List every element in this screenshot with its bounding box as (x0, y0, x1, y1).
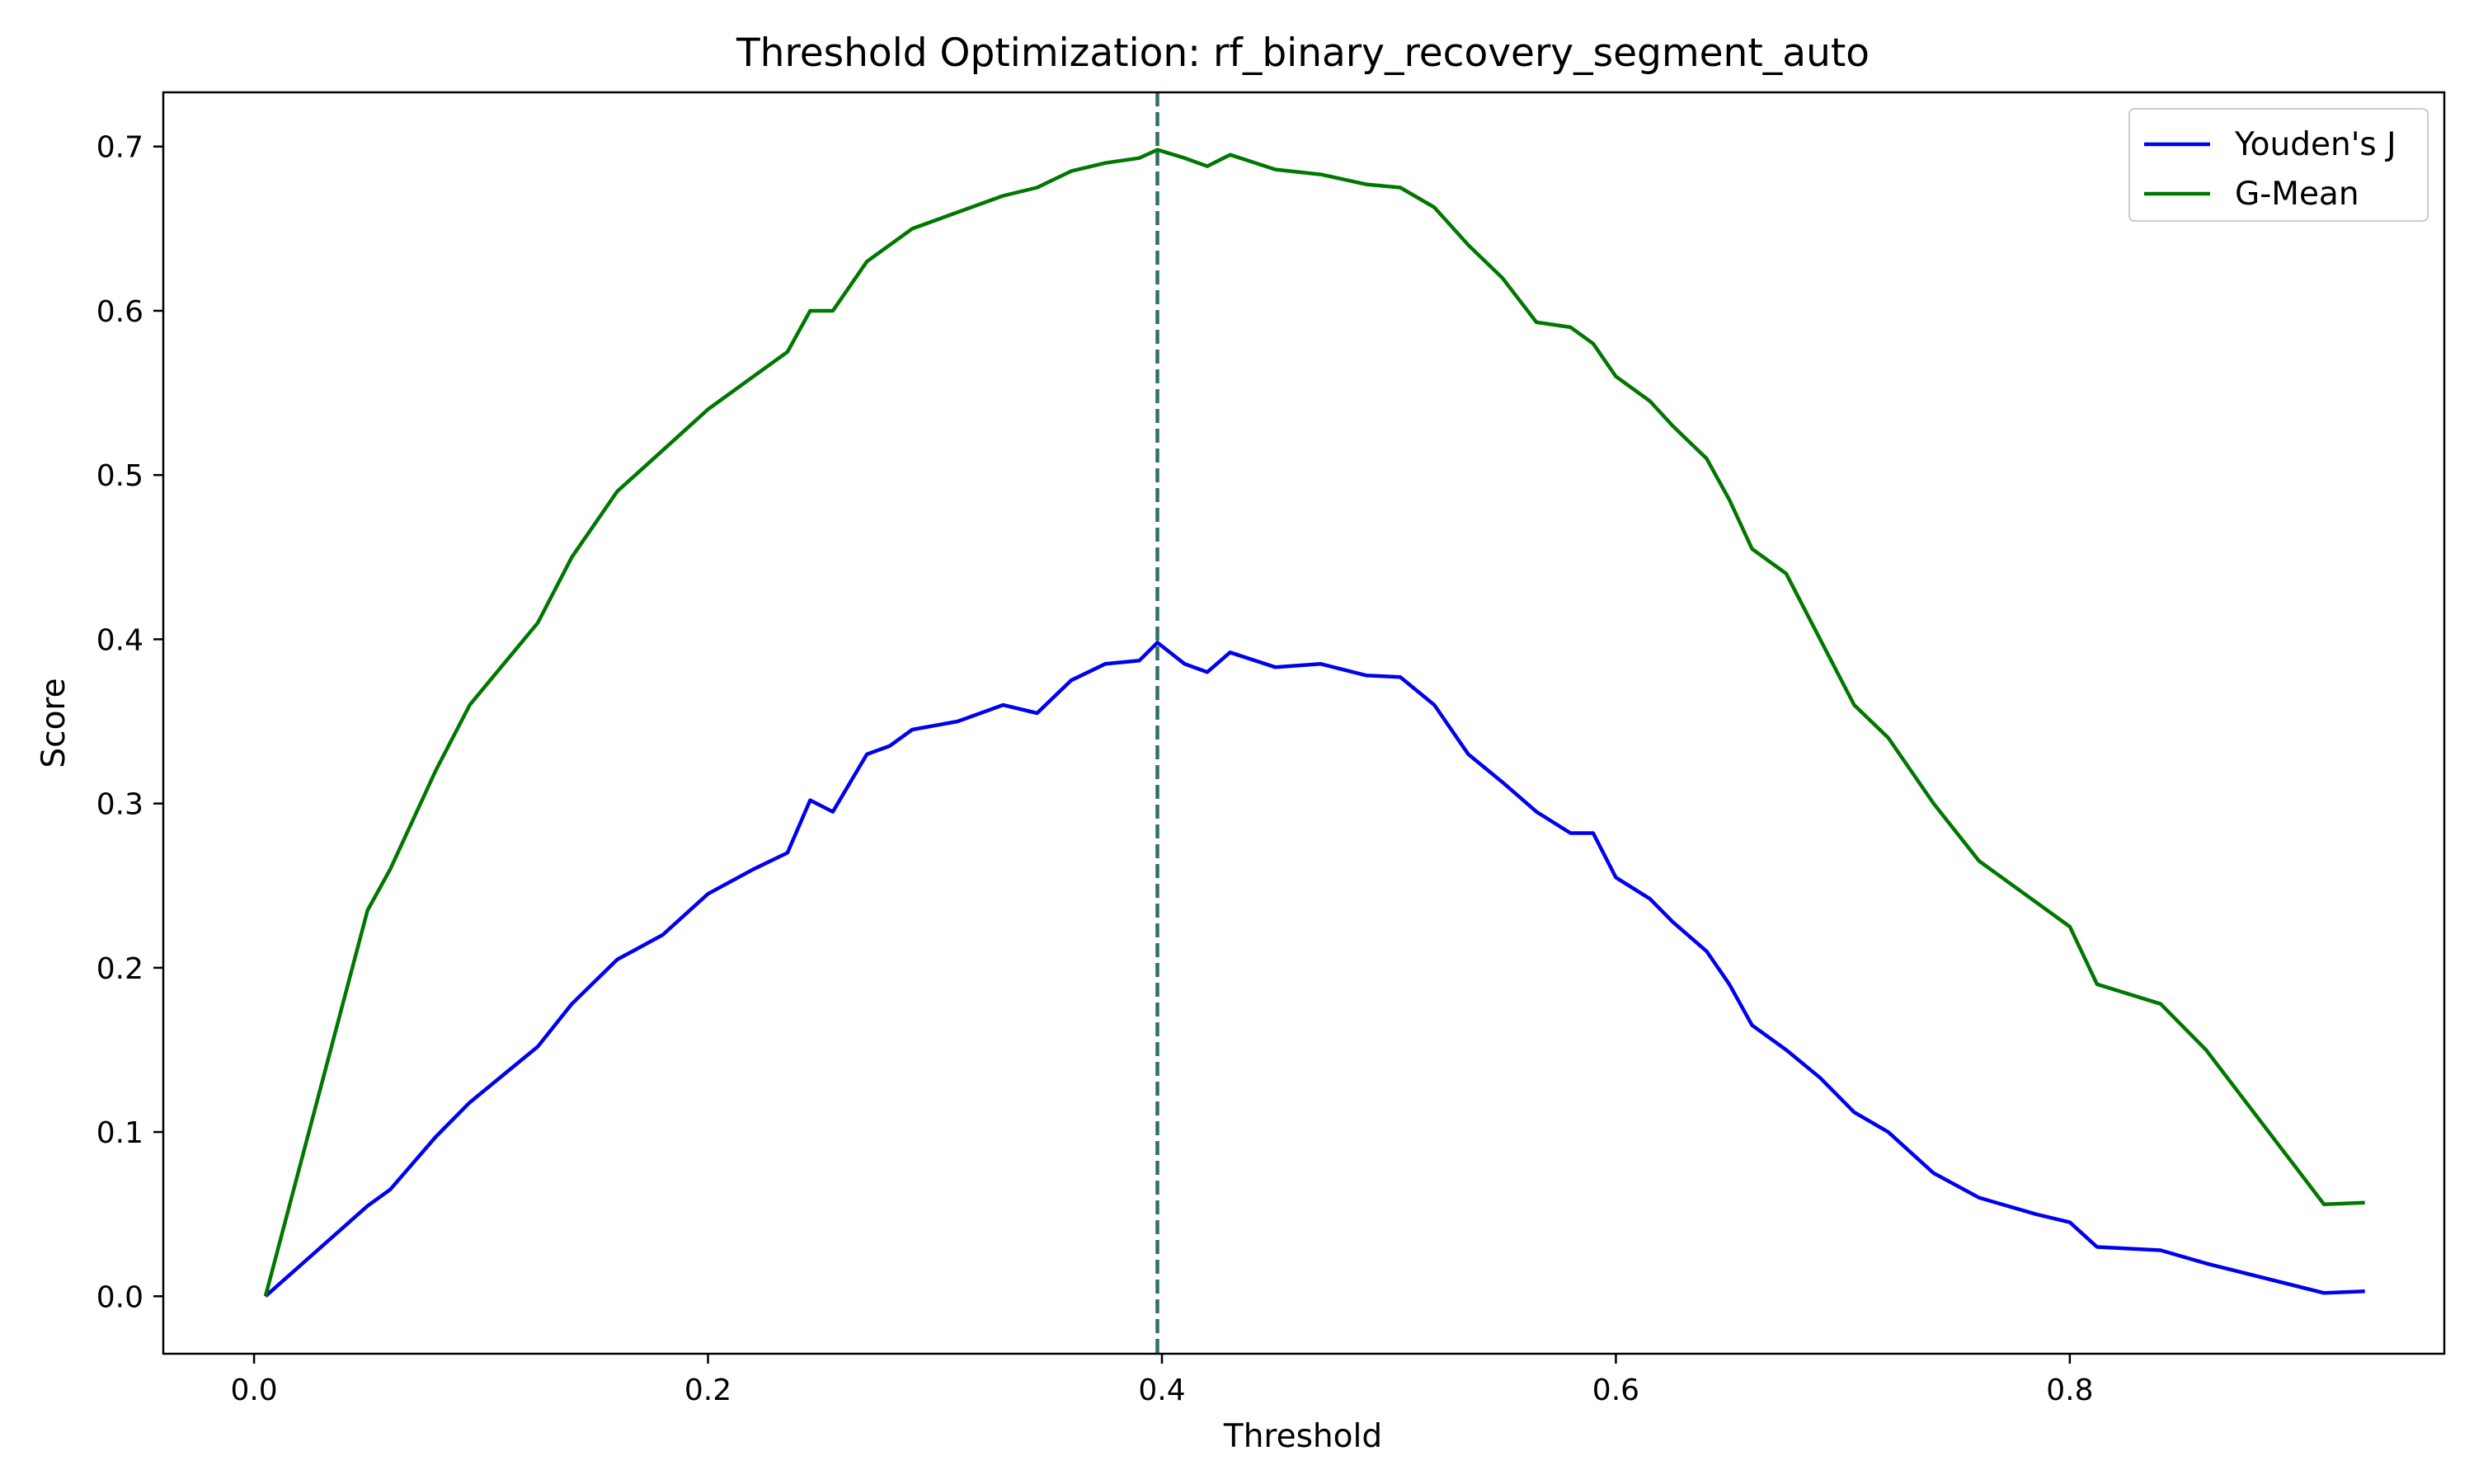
legend-label-1: G-Mean (2235, 176, 2359, 213)
y-tick-label: 0.0 (96, 1280, 143, 1314)
y-axis-label: Score (35, 678, 73, 768)
legend-label-0: Youden's J (2234, 126, 2396, 163)
y-tick-label: 0.1 (96, 1116, 143, 1150)
axes-layer: 0.0 0.2 0.4 0.6 0.8 0.0 0.1 0.2 0.3 0.4 0.5 0.6 0.7 (96, 91, 2446, 1407)
x-tick-label: 0.0 (230, 1374, 277, 1407)
x-tick-label: 0.2 (684, 1374, 731, 1407)
y-tick-label: 0.4 (96, 623, 143, 657)
x-tick-label: 0.8 (2046, 1374, 2093, 1407)
legend: Youden's J G-Mean (2128, 108, 2429, 222)
x-tick-label: 0.6 (1592, 1374, 1639, 1407)
chart-title: Threshold Optimization: rf_binary_recove… (736, 31, 1870, 76)
plot-frame (162, 91, 2446, 1355)
plot-layer (263, 92, 2365, 1354)
series-line-0 (264, 641, 2365, 1298)
x-axis-label: Threshold (1223, 1418, 1382, 1455)
y-tick-label: 0.3 (96, 788, 143, 822)
y-tick-label: 0.6 (96, 295, 143, 329)
x-tick-label: 0.4 (1138, 1374, 1185, 1407)
y-tick-label: 0.2 (96, 952, 143, 986)
y-tick-label: 0.5 (96, 459, 143, 493)
series-line-1 (263, 148, 2365, 1297)
y-tick-label: 0.7 (96, 131, 143, 165)
